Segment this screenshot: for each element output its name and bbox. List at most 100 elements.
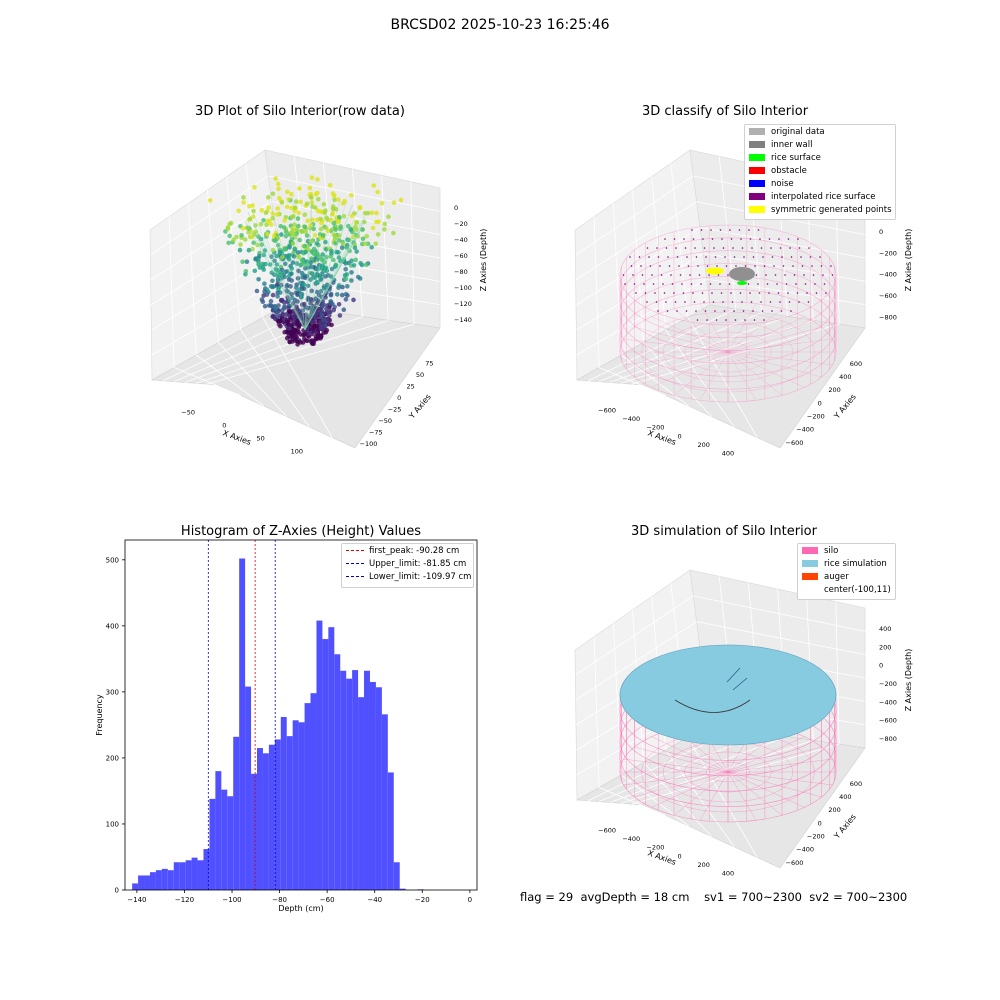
x-tick-label: −80 [272, 896, 287, 904]
scatter-point [294, 285, 299, 291]
x-tick-label: −140 [127, 896, 146, 904]
z-tick-label: −60 [454, 252, 468, 260]
scatter-point [275, 242, 281, 248]
ray-line [250, 208, 306, 331]
silo-floor-spoke [727, 771, 822, 798]
interpolated-surface-point [681, 283, 683, 285]
legend-swatch [749, 193, 765, 200]
scatter-point [320, 252, 325, 257]
scatter-point [382, 221, 387, 227]
x-tick-label: −120 [175, 896, 194, 904]
scatter-point [287, 309, 293, 315]
silo-floor-spoke [634, 326, 729, 353]
scatter-point [294, 231, 299, 236]
legend-label: Upper_limit: -81.85 cm [369, 559, 467, 569]
interpolated-surface-point [670, 274, 672, 276]
legend-swatch [749, 167, 765, 174]
ray-line [266, 239, 306, 331]
grid-line [699, 227, 866, 259]
scatter-point [274, 309, 280, 315]
histogram-bar [262, 753, 269, 890]
scatter-point [313, 205, 318, 210]
legend-label: rice simulation [824, 559, 887, 569]
interpolated-surface-point [814, 283, 816, 285]
scatter-point [323, 330, 329, 335]
z-tick-label: −800 [879, 313, 897, 321]
scatter-point [354, 249, 359, 254]
y-tick-label: 400 [106, 622, 119, 630]
scatter-point [280, 255, 285, 260]
histogram-bar [221, 789, 228, 890]
interpolated-surface-point [757, 229, 760, 231]
silo-floor-spoke [651, 316, 729, 353]
interpolated-surface-point [694, 247, 696, 249]
x-tick-label: 200 [698, 861, 710, 869]
interpolated-surface-point [629, 256, 631, 258]
legend-item-lower-limit: Lower_limit: -109.97 cm [346, 571, 471, 584]
interpolated-surface-point [664, 238, 666, 240]
interpolated-surface-point [803, 274, 805, 276]
scatter-point [282, 218, 287, 223]
interpolated-surface-point [755, 274, 758, 276]
scatter-point [339, 292, 345, 298]
scatter-point [369, 210, 375, 216]
scatter-point [246, 247, 252, 253]
histogram-bar [334, 654, 341, 890]
interpolated-surface-point [651, 274, 653, 276]
ray-line [304, 242, 330, 331]
scatter-point [281, 299, 287, 305]
interpolated-surface-point [798, 301, 800, 303]
interpolated-surface-point [720, 292, 723, 294]
interpolated-surface-point [666, 310, 669, 312]
silo-floor-ring [641, 311, 815, 393]
scatter-point [324, 317, 330, 322]
scatter-point [302, 243, 308, 249]
grid-line [687, 317, 758, 438]
interpolated-surface-point [823, 283, 826, 285]
grid-line [643, 342, 712, 417]
scatter-point [304, 201, 310, 207]
silo-floor-ring [684, 331, 772, 373]
scatter-point [251, 240, 256, 245]
scatter-point [280, 311, 285, 317]
scatter-point [291, 314, 296, 319]
histogram-bar [358, 697, 365, 890]
y-tick-label: 200 [828, 386, 840, 394]
interpolated-surface-point [748, 229, 750, 231]
grid-line [643, 762, 712, 837]
interpolated-surface-point [700, 283, 702, 285]
interpolated-surface-point [702, 238, 704, 240]
interpolated-surface-point [753, 319, 756, 321]
grid-line [226, 176, 242, 331]
legend-swatch [802, 560, 818, 567]
interpolated-surface-point [741, 301, 743, 303]
scatter-point [336, 238, 342, 243]
interpolated-surface-point [831, 274, 834, 276]
scatter-point [351, 297, 356, 303]
silo-floor-ring [706, 341, 750, 363]
interpolated-surface-point [752, 310, 754, 312]
z-tick-label: −80 [454, 268, 468, 276]
scatter-point [285, 189, 290, 195]
interpolated-surface-point [792, 265, 794, 267]
grid-line [206, 323, 415, 385]
interpolated-surface-point [768, 238, 771, 240]
y-tick-label: −200 [807, 413, 825, 421]
legend-line [346, 576, 364, 577]
interpolated-surface-point [715, 319, 718, 321]
interpolated-surface-point [690, 283, 693, 285]
scatter-point [320, 233, 326, 238]
ray-line [292, 195, 306, 331]
scatter-point [260, 264, 266, 270]
interpolated-surface-point [812, 274, 815, 276]
scatter-point [341, 307, 347, 312]
y-tick-label: 200 [828, 806, 840, 814]
legend-item-upper-limit: Upper_limit: -81.85 cm [346, 558, 466, 571]
silo-ring [619, 276, 837, 377]
interpolated-surface-point [717, 274, 720, 276]
scatter-point [343, 266, 348, 272]
interpolated-surface-point [742, 310, 745, 312]
interpolated-surface-point [709, 283, 712, 285]
histogram-bar [393, 862, 400, 890]
interpolated-surface-point [766, 283, 769, 285]
